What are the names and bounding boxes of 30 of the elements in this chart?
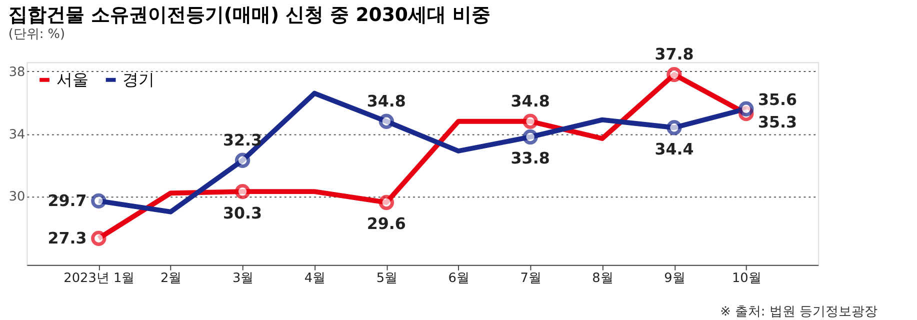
- legend-label: 서울: [56, 70, 88, 89]
- x-tick-label: 10월: [732, 271, 762, 286]
- x-tick-label: 7월: [520, 271, 542, 286]
- data-label: 33.8: [510, 148, 550, 168]
- data-label: 29.6: [366, 214, 406, 234]
- data-label: 29.7: [48, 190, 87, 210]
- x-tick-label: 4월: [304, 271, 326, 286]
- y-tick-label: 38: [8, 64, 26, 80]
- data-label: 35.6: [758, 90, 798, 109]
- x-tick-label: 2023년 1월: [64, 271, 135, 286]
- x-tick-label: 9월: [664, 271, 686, 286]
- data-label: 30.3: [223, 203, 262, 222]
- data-label: 32.3: [223, 130, 262, 150]
- data-label: 27.3: [48, 228, 87, 248]
- data-label: 35.3: [758, 112, 798, 132]
- y-tick-label: 34: [8, 127, 26, 142]
- data-label: 34.8: [510, 92, 550, 111]
- x-tick-label: 5월: [376, 271, 398, 286]
- x-tick-label: 2월: [160, 271, 182, 286]
- data-label: 37.8: [654, 44, 694, 64]
- data-label: 34.4: [654, 139, 694, 158]
- legend-label: 경기: [122, 70, 155, 89]
- x-tick-label: 8월: [592, 271, 614, 286]
- x-tick-label: 6월: [448, 271, 470, 286]
- x-tick-label: 3월: [232, 271, 254, 286]
- chart-title: 집합건물 소유권이전등기(매매) 신청 중 2030세대 비중: [8, 5, 491, 26]
- chart-subtitle: (단위: %): [8, 26, 66, 42]
- data-label: 34.8: [366, 92, 406, 111]
- text: ※ 출처: 법원 등기정보광장: [720, 304, 878, 320]
- y-tick-label: 30: [8, 190, 26, 205]
